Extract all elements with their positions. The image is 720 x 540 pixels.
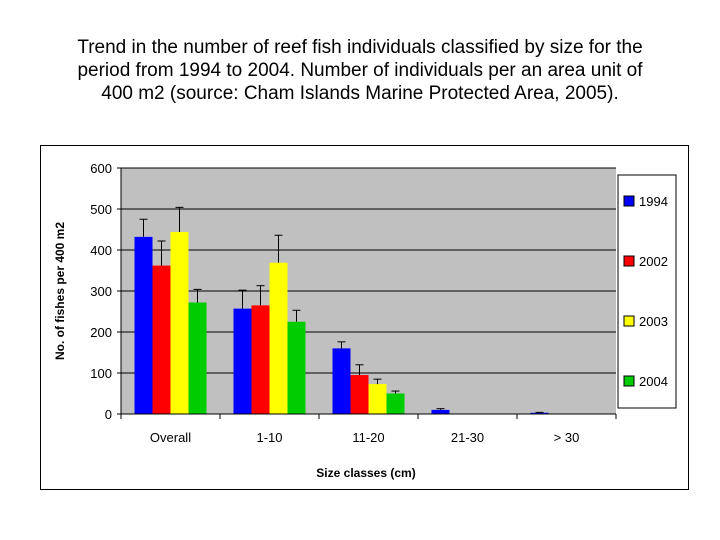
bar xyxy=(368,384,387,414)
bar xyxy=(287,321,306,414)
title-line-3: 400 m2 (source: Cham Islands Marine Prot… xyxy=(101,83,619,104)
x-tick-label: 11-20 xyxy=(352,430,384,445)
legend: 1994 2002 2003 2004 xyxy=(617,174,677,409)
bar xyxy=(332,348,351,414)
bar xyxy=(530,412,549,414)
legend-label: 2002 xyxy=(639,254,668,269)
y-tick-label: 100 xyxy=(90,366,112,381)
y-axis-title: No. of fishes per 400 m2 xyxy=(53,222,67,360)
bar xyxy=(350,375,369,414)
title-line-2: period from 1994 to 2004. Number of indi… xyxy=(77,60,643,81)
bar xyxy=(170,231,189,414)
bar xyxy=(386,393,405,414)
bar xyxy=(431,409,450,414)
legend-box xyxy=(617,174,677,409)
y-tick-label: 500 xyxy=(90,202,112,217)
x-tick-label: > 30 xyxy=(554,430,580,445)
legend-label: 1994 xyxy=(639,194,668,209)
y-tick-label: 300 xyxy=(90,284,112,299)
legend-swatch xyxy=(623,195,635,207)
legend-swatch xyxy=(623,255,635,267)
y-tick-label: 0 xyxy=(105,407,112,422)
y-tick-label: 200 xyxy=(90,325,112,340)
bar xyxy=(188,302,207,414)
slide-title: Trend in the number of reef fish individ… xyxy=(20,36,700,105)
chart-frame: 0 100 200 300 400 500 600 Overall 1-10 11-20 21-30… xyxy=(40,145,689,490)
bars xyxy=(134,206,549,414)
legend-label: 2003 xyxy=(639,314,668,329)
x-tick-label: 21-30 xyxy=(451,430,484,445)
bar-chart: 0 100 200 300 400 500 600 Overall 1-10 11-20 21-30… xyxy=(53,161,677,480)
title-line-1: Trend in the number of reef fish individ… xyxy=(77,37,643,58)
bar xyxy=(233,308,252,414)
bar xyxy=(251,305,270,414)
legend-label: 2004 xyxy=(639,374,668,389)
y-tick-label: 400 xyxy=(90,243,112,258)
bar xyxy=(134,236,153,414)
x-tick-label: 1-10 xyxy=(256,430,282,445)
bar xyxy=(152,265,171,414)
legend-swatch xyxy=(623,375,635,387)
legend-swatch xyxy=(623,315,635,327)
y-tick-label: 600 xyxy=(90,161,112,176)
x-axis-title: Size classes (cm) xyxy=(316,466,415,480)
bar xyxy=(269,262,288,414)
axes: 0 100 200 300 400 500 600 Overall 1-10 11-20 21-30… xyxy=(90,161,617,445)
x-tick-label: Overall xyxy=(150,430,191,445)
